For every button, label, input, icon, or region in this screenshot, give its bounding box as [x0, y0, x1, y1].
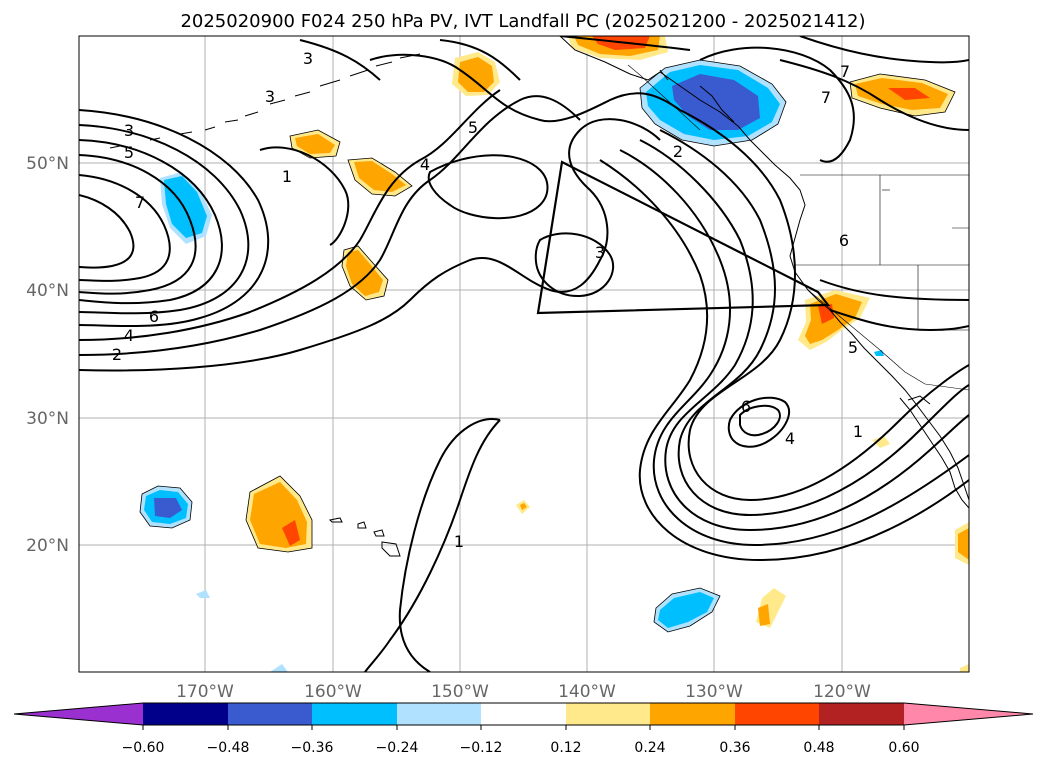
map-content: 3 3 5 7 6 4 2 1 3 4 5 2 3 7 7 6 5 6 4 1 … — [79, 36, 969, 672]
figure-title: 2025020900 F024 250 hPa PV, IVT Landfall… — [180, 11, 865, 32]
colorbar-segment — [397, 703, 481, 725]
contour-label: 3 — [265, 87, 275, 106]
contour-label: 4 — [124, 326, 134, 345]
lon-label: 140°W — [558, 682, 616, 702]
contour-label: 2 — [112, 345, 122, 364]
contour-label: 5 — [468, 118, 478, 137]
contour-label: 3 — [124, 121, 134, 140]
lat-label: 30°N — [26, 409, 69, 429]
colorbar-tick-label: −0.36 — [291, 740, 334, 756]
colorbar-tick-label: 0.36 — [719, 740, 750, 756]
map-background — [79, 36, 969, 672]
contour-label: 6 — [741, 397, 751, 416]
colorbar-segment — [143, 703, 228, 725]
lon-label: 130°W — [685, 682, 743, 702]
colorbar: −0.60 −0.48 −0.36 −0.24 −0.12 0.12 0.24 … — [13, 702, 1034, 756]
colorbar-tick-label: 0.24 — [634, 740, 665, 756]
contour-label: 1 — [282, 167, 292, 186]
ivt-contours — [79, 36, 969, 672]
map-border — [78, 35, 970, 673]
colorbar-segment — [228, 703, 312, 725]
longitude-labels: 170°W 160°W 150°W 140°W 130°W 120°W — [176, 682, 871, 702]
lat-label: 20°N — [26, 536, 69, 556]
colorbar-tick-label: 0.60 — [888, 740, 919, 756]
contour-label: 6 — [839, 231, 849, 250]
lon-label: 170°W — [176, 682, 234, 702]
colorbar-extend-high — [904, 703, 1033, 725]
lon-label: 160°W — [304, 682, 362, 702]
colorbar-tick-label: −0.12 — [460, 740, 503, 756]
contour-labels: 3 3 5 7 6 4 2 1 3 4 5 2 3 7 7 6 5 6 4 1 … — [112, 49, 863, 551]
colorbar-tick-label: −0.48 — [207, 740, 250, 756]
lon-label: 150°W — [431, 682, 489, 702]
colorbar-segment — [481, 703, 566, 725]
colorbar-segment — [312, 703, 397, 725]
colorbar-segment — [566, 703, 650, 725]
colorbar-tick-label: −0.60 — [122, 740, 165, 756]
contour-label: 5 — [848, 338, 858, 357]
colorbar-segment — [735, 703, 819, 725]
colorbar-ticks — [142, 725, 905, 730]
colorbar-segment — [819, 703, 904, 725]
colorbar-tick-label: −0.24 — [376, 740, 419, 756]
contour-label: 7 — [840, 62, 850, 81]
colorbar-tick-label: 0.48 — [803, 740, 834, 756]
contour-label: 3 — [303, 49, 313, 68]
contour-label: 7 — [135, 193, 145, 212]
contour-label: 5 — [124, 143, 134, 162]
colorbar-segment — [650, 703, 735, 725]
colorbar-extend-low — [14, 703, 143, 725]
latitude-labels: 20°N 30°N 40°N 50°N — [26, 154, 69, 556]
contour-label: 3 — [595, 243, 605, 262]
contour-label: 4 — [420, 155, 430, 174]
contour-label: 7 — [821, 88, 831, 107]
lat-label: 50°N — [26, 154, 69, 174]
contour-label: 4 — [785, 429, 795, 448]
colorbar-tick-label: 0.12 — [550, 740, 581, 756]
lat-label: 40°N — [26, 281, 69, 301]
contour-label: 1 — [853, 422, 863, 441]
contour-label: 6 — [149, 307, 159, 326]
landfall-region-polygon — [536, 160, 831, 315]
contour-label: 1 — [454, 532, 464, 551]
contour-label: 2 — [673, 142, 683, 161]
lon-label: 120°W — [813, 682, 871, 702]
